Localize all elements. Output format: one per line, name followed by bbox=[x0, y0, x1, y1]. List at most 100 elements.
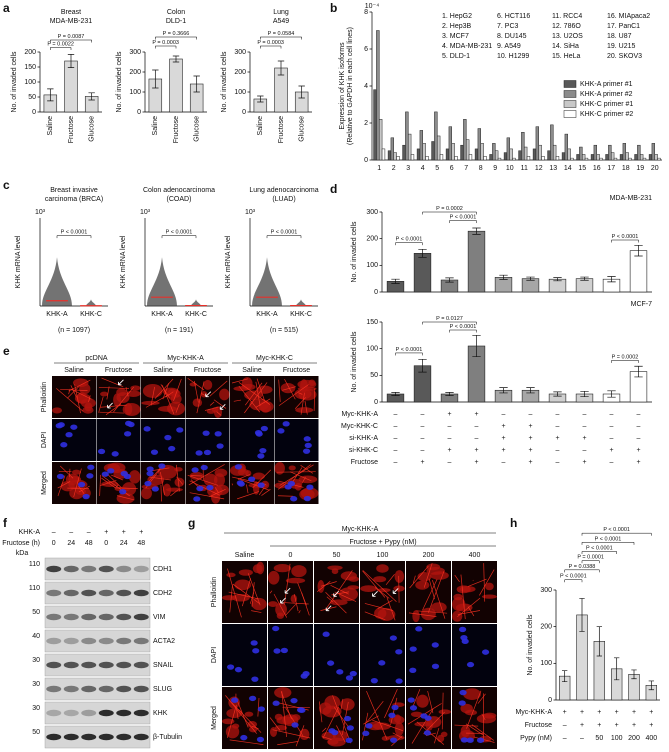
y-tick-label: 4 bbox=[364, 83, 368, 90]
bar bbox=[640, 154, 644, 161]
nucleus bbox=[272, 700, 280, 706]
actin-fiber bbox=[98, 387, 129, 389]
x-tick-label: Saline bbox=[257, 116, 264, 136]
actin-fiber bbox=[251, 610, 262, 613]
actin-fiber bbox=[385, 574, 395, 586]
cell-body bbox=[295, 407, 314, 414]
nucleus bbox=[282, 421, 290, 427]
cell-body bbox=[192, 398, 203, 407]
nucleus bbox=[349, 670, 357, 677]
lane-label: + bbox=[122, 529, 126, 536]
actin-fiber bbox=[149, 476, 171, 481]
actin-fiber bbox=[106, 472, 122, 488]
cell-body bbox=[318, 702, 332, 715]
bar bbox=[567, 148, 571, 161]
actin-fiber bbox=[196, 381, 205, 414]
error-bar bbox=[561, 670, 568, 683]
marker-kda: 50 bbox=[32, 729, 40, 736]
actin-fiber bbox=[362, 712, 369, 741]
bar bbox=[416, 148, 421, 161]
panel-label: f bbox=[3, 516, 8, 530]
condition-value: – bbox=[394, 459, 398, 466]
p-value: P < 0.0001 bbox=[166, 230, 193, 236]
significance-bracket bbox=[581, 551, 617, 554]
bar bbox=[489, 154, 493, 161]
p-value: P < 0.0001 bbox=[595, 536, 622, 542]
blot-band bbox=[63, 733, 79, 741]
y-tick-label: 300 bbox=[366, 209, 378, 216]
y-axis-label: KHK mRNA level bbox=[225, 235, 232, 288]
blot-band bbox=[133, 637, 149, 645]
actin-fiber bbox=[322, 736, 332, 740]
lane-label: 0 bbox=[104, 540, 108, 547]
blot-band bbox=[46, 661, 62, 669]
cell-line-key: 18. U87 bbox=[607, 33, 632, 40]
row-label: Merged bbox=[211, 706, 218, 730]
actin-fiber bbox=[277, 741, 299, 746]
x-tick-label: 7 bbox=[464, 165, 468, 172]
error-bar bbox=[499, 387, 508, 394]
condition-value: – bbox=[637, 435, 641, 442]
legend-swatch bbox=[563, 100, 577, 108]
x-tick-label: Glucose bbox=[194, 116, 201, 142]
group-header: pcDNA bbox=[85, 355, 108, 362]
blot-band bbox=[116, 613, 132, 621]
arrow bbox=[117, 379, 124, 386]
p-value: P = 0.0584 bbox=[268, 31, 295, 37]
bar bbox=[474, 148, 479, 161]
nucleus bbox=[389, 635, 397, 641]
cell-body bbox=[130, 385, 141, 391]
nucleus bbox=[476, 737, 485, 743]
bar bbox=[390, 137, 394, 161]
marker-kda: 30 bbox=[32, 657, 40, 664]
cell-body bbox=[452, 610, 463, 622]
error-bar bbox=[580, 276, 589, 281]
x-tick-label: 4 bbox=[421, 165, 425, 172]
cell-body bbox=[288, 465, 296, 471]
x-tick-label: Fructose bbox=[173, 116, 180, 143]
blot-strip bbox=[44, 725, 151, 749]
cell-body bbox=[426, 566, 445, 575]
arrow bbox=[280, 597, 286, 604]
nucleus bbox=[388, 712, 396, 719]
y-tick-label: 2 bbox=[364, 120, 368, 127]
nucleus bbox=[56, 473, 65, 480]
legend-label: KHK-C primer #1 bbox=[580, 101, 633, 108]
actin-fiber bbox=[479, 569, 495, 596]
panel-label: g bbox=[188, 516, 195, 530]
error-bar bbox=[631, 669, 637, 680]
condition-label: si-KHK-A bbox=[349, 435, 378, 442]
nucleus bbox=[395, 678, 403, 684]
cell-body bbox=[285, 577, 306, 584]
actin-fiber bbox=[100, 404, 127, 408]
error-bar bbox=[607, 390, 616, 398]
cell-body bbox=[268, 570, 280, 585]
bar bbox=[575, 278, 594, 293]
blot-band bbox=[63, 685, 79, 693]
cell-body bbox=[394, 570, 405, 583]
actin-fiber bbox=[362, 570, 397, 602]
x-tick-label: 5 bbox=[435, 165, 439, 172]
row-label: Merged bbox=[41, 471, 48, 495]
cell-line-key: 16. MIApaca2 bbox=[607, 13, 650, 20]
nucleus bbox=[290, 697, 298, 704]
p-value: P < 0.0001 bbox=[271, 230, 298, 236]
cell-body bbox=[274, 725, 288, 731]
bar bbox=[437, 135, 441, 161]
y-scale-label: 10⁻⁴ bbox=[365, 3, 380, 10]
p-value: P < 0.0001 bbox=[560, 574, 587, 580]
condition-value: + bbox=[597, 709, 601, 716]
condition-label: Fructose bbox=[351, 459, 378, 466]
nucleus bbox=[409, 705, 418, 711]
actin-fiber bbox=[283, 602, 309, 605]
y-tick-label: 150 bbox=[366, 319, 378, 326]
cell-body bbox=[377, 608, 396, 621]
blot-band bbox=[46, 565, 62, 573]
p-value: P = 0.0001 bbox=[577, 555, 604, 561]
nucleus bbox=[196, 485, 204, 492]
y-axis-label: Expression of KHK isoforms bbox=[339, 42, 346, 130]
condition-value: 400 bbox=[645, 735, 657, 742]
bar bbox=[524, 146, 528, 161]
legend-swatch bbox=[563, 110, 577, 118]
actin-fiber bbox=[187, 377, 205, 391]
